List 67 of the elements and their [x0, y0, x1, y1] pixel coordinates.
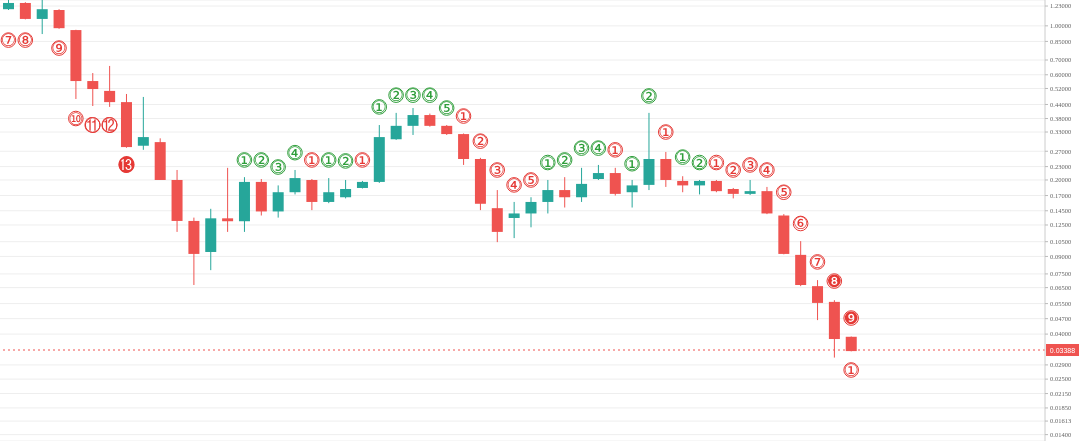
candlestick [407, 107, 419, 136]
data-label: ② [472, 131, 488, 152]
data-label: ⑤ [776, 182, 792, 203]
candlestick [87, 72, 99, 107]
data-label: ① [607, 139, 623, 160]
data-label: ⑩ [68, 108, 84, 129]
data-label: ③ [489, 159, 505, 180]
candlestick [323, 177, 335, 204]
data-label: ❽ [826, 271, 842, 292]
data-label: ③ [742, 154, 758, 175]
data-label: ⑤ [523, 169, 539, 190]
data-label: ① [658, 122, 674, 143]
data-label: ① [354, 149, 370, 170]
data-label: ④ [287, 142, 303, 163]
data-label: ① [624, 153, 640, 174]
candlestick [36, 0, 48, 35]
data-label: ① [540, 152, 556, 173]
candlestick [306, 178, 318, 211]
candlestick [53, 8, 65, 30]
data-label: ③ [270, 157, 286, 178]
data-label: ② [388, 85, 404, 106]
data-label: ⑦ [809, 251, 826, 272]
candlestick [340, 179, 352, 199]
data-label: ② [641, 85, 657, 106]
data-label: ④ [590, 138, 606, 159]
data-label: ① [304, 149, 320, 170]
data-label: ⑧ [17, 30, 33, 51]
candlestick [542, 179, 554, 214]
data-label: ① [708, 152, 724, 173]
data-label: ③ [405, 85, 421, 106]
candlestick [491, 189, 503, 243]
data-label: ② [557, 149, 573, 170]
data-label: ② [337, 150, 354, 171]
data-label: ① [675, 147, 691, 168]
candlestick [508, 201, 520, 239]
data-label: ① [321, 149, 337, 170]
candlestick [812, 279, 824, 321]
data-label: ⑥ [792, 213, 809, 234]
data-label: ① [455, 106, 472, 127]
candlestick [660, 151, 672, 188]
data-label: ⑦ [0, 30, 17, 51]
candlestick [390, 112, 402, 141]
data-label: ① [371, 96, 387, 117]
candlestick [104, 65, 116, 108]
data-label: ② [691, 152, 708, 173]
data-label: ① [843, 359, 859, 380]
data-label: ⑤ [439, 98, 455, 119]
data-label: ④ [422, 85, 438, 106]
data-label: ④ [506, 174, 522, 195]
candlestick [559, 176, 571, 209]
candlestick [272, 184, 284, 219]
data-label: ① [236, 149, 253, 170]
candlestick [626, 179, 638, 209]
candlestick [576, 167, 588, 203]
candlestick [744, 179, 756, 196]
candlestick [222, 167, 234, 233]
candlestick [525, 196, 537, 228]
data-label: ❾ [843, 308, 859, 329]
data-label: ② [725, 159, 741, 180]
candlestick [137, 96, 149, 151]
data-label: ③ [573, 138, 590, 159]
data-label: ② [253, 149, 269, 170]
candlestick [609, 167, 621, 197]
data-label: ⑨ [51, 38, 67, 59]
data-label: ④ [759, 159, 775, 180]
candlestick [761, 186, 773, 215]
candlestick [289, 169, 301, 195]
